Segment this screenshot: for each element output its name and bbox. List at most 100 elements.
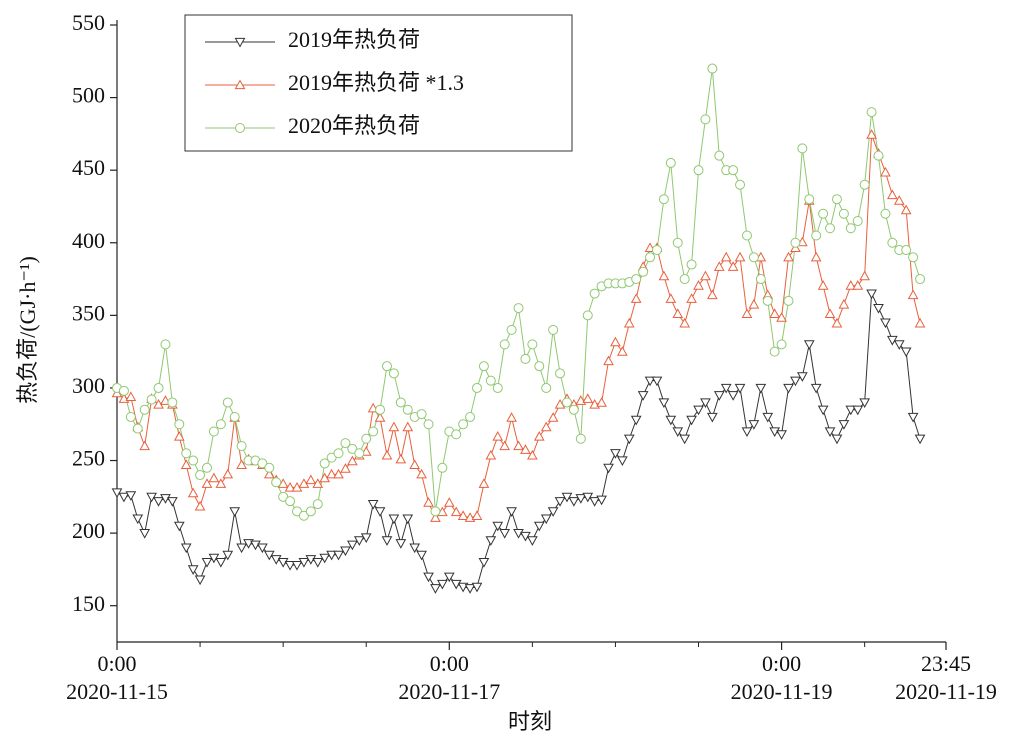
point [658, 398, 670, 408]
point [478, 361, 489, 372]
point [644, 376, 656, 387]
point [790, 237, 801, 248]
point [520, 444, 531, 454]
point [195, 470, 206, 481]
point [229, 507, 241, 517]
point [817, 405, 829, 416]
point [416, 550, 427, 561]
point [541, 382, 552, 393]
point [402, 421, 414, 432]
point [887, 237, 898, 248]
point [201, 478, 213, 488]
point [617, 346, 628, 356]
point [437, 462, 448, 473]
point [153, 382, 164, 393]
point [222, 468, 234, 479]
point [395, 453, 407, 464]
point [312, 478, 324, 488]
point [693, 165, 704, 176]
point [672, 308, 684, 319]
point [125, 491, 137, 501]
point [305, 474, 317, 485]
point [748, 252, 759, 263]
point [450, 579, 462, 590]
point [367, 499, 379, 510]
point [804, 194, 815, 205]
point [319, 458, 330, 469]
point [631, 274, 642, 285]
point [686, 415, 697, 426]
point [623, 434, 635, 445]
point [270, 555, 282, 565]
point [499, 529, 511, 539]
point [506, 412, 517, 422]
point [402, 404, 413, 415]
point [914, 317, 926, 328]
point [533, 431, 545, 441]
point [271, 477, 282, 488]
point [173, 431, 185, 441]
point [831, 317, 843, 328]
point [914, 434, 926, 445]
point [700, 270, 711, 281]
point [229, 411, 240, 422]
point [700, 398, 711, 408]
point [845, 405, 857, 416]
point [769, 308, 781, 319]
point [381, 449, 393, 460]
point [291, 560, 303, 571]
point [630, 415, 642, 426]
point [284, 482, 296, 492]
point [527, 449, 538, 460]
point [139, 529, 151, 539]
x-tick-date: 2020-11-17 [398, 679, 500, 704]
point [589, 288, 600, 299]
point [838, 298, 850, 309]
point [700, 114, 711, 125]
point [900, 347, 912, 358]
point [222, 397, 233, 408]
point [478, 558, 490, 568]
point [617, 456, 628, 467]
point [201, 462, 212, 473]
point [340, 546, 351, 557]
point [160, 339, 171, 350]
point [915, 274, 926, 285]
point [873, 150, 884, 161]
point [485, 536, 497, 546]
point [485, 449, 497, 460]
x-tick-label: 0:00 [762, 651, 801, 676]
point [167, 497, 178, 507]
point [672, 427, 684, 438]
point [354, 448, 365, 459]
point [312, 558, 324, 568]
point [305, 506, 316, 517]
point [395, 539, 407, 549]
point [381, 536, 393, 546]
point [548, 324, 559, 335]
x-axis-label: 时刻 [508, 709, 552, 734]
point [790, 376, 801, 387]
point [575, 494, 587, 504]
point [118, 385, 129, 396]
point [250, 540, 261, 551]
point [527, 339, 538, 350]
point [748, 298, 760, 309]
point [824, 427, 836, 438]
point [513, 440, 524, 451]
point [347, 540, 358, 551]
point [326, 550, 337, 561]
point [395, 397, 406, 408]
point [374, 412, 386, 422]
point [665, 415, 677, 426]
point [146, 394, 157, 405]
point [457, 510, 469, 520]
point [333, 550, 344, 561]
point [762, 295, 773, 306]
point [776, 339, 787, 350]
point [623, 317, 635, 328]
y-tick-label: 300 [72, 373, 105, 398]
point [810, 383, 822, 394]
point [686, 293, 697, 303]
point [430, 512, 441, 522]
